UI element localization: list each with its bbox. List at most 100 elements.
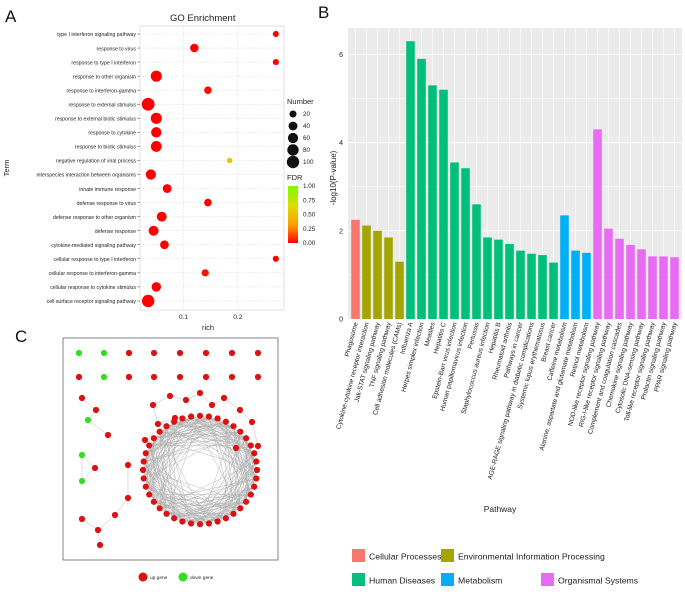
- go-term-label-response-to-external-stimulus: response to external stimulus: [69, 102, 137, 108]
- network-node-ring-12: [251, 483, 258, 490]
- network-node-mid-4: [208, 401, 216, 409]
- kegg-legend-label-environmental-information-processing: Environmental Information Processing: [458, 552, 605, 562]
- number-legend-title: Number: [287, 97, 314, 106]
- panel-label-a: A: [5, 7, 17, 26]
- network-node-mid-5: [220, 394, 228, 402]
- kegg-bar-cytokine-cytokine-receptor-interaction: [362, 225, 371, 319]
- network-edge: [143, 421, 175, 462]
- fdr-legend-label-4: 0.00: [303, 240, 316, 247]
- network-node-ring-30: [139, 466, 147, 474]
- network-frame: [62, 337, 279, 561]
- network-node-ring-34: [150, 435, 157, 442]
- network-edge: [159, 431, 175, 519]
- go-enrichment-panel: type I interferon signaling pathway respo…: [2, 13, 316, 332]
- network-edge: [159, 431, 251, 446]
- go-term-label-defense-response-to-other-organism: defense response to other organism: [53, 215, 136, 221]
- network-node-ring-26: [150, 498, 157, 505]
- network-edge: [166, 501, 247, 515]
- go-term-label-response-to-interferon-gamma: response to interferon-gamma: [67, 88, 137, 94]
- network-node-ring-5: [237, 428, 244, 435]
- go-chart-title: GO Enrichment: [170, 13, 236, 24]
- network-edge: [149, 445, 201, 525]
- kegg-bar-phagosome: [351, 219, 360, 319]
- kegg-bar-prolactin-signaling-pathway: [659, 256, 668, 319]
- go-point-cell-surface-receptor-signaling-pathway: [141, 294, 155, 308]
- network-node-ring-16: [230, 510, 237, 517]
- network-node-top-1: [100, 349, 108, 357]
- kegg-bar-cell-adhesion-molecules-cams: [395, 261, 404, 319]
- network-edge: [153, 438, 167, 514]
- fdr-legend-label-0: 1.00: [303, 183, 316, 190]
- network-node-ring-1: [205, 413, 213, 420]
- go-point-cellular-response-to-cytokine-stimulus: [151, 282, 162, 292]
- go-term-label-defense-response-to-virus: defense response to virus: [77, 201, 137, 207]
- network-node-small-11: [124, 494, 132, 502]
- network-edge: [251, 421, 259, 447]
- number-legend-label-40: 40: [303, 123, 311, 130]
- go-point-cellular-response-to-type-i-interferon: [272, 255, 279, 262]
- network-edge: [159, 421, 175, 509]
- kegg-legend-label-metabolism: Metabolism: [458, 576, 502, 586]
- network-edge: [182, 469, 258, 522]
- network-edge: [143, 416, 192, 462]
- number-legend-dot-40: [288, 121, 298, 131]
- fdr-colorbar: [288, 186, 298, 243]
- go-point-response-to-type-i-interferon: [272, 59, 279, 66]
- network-node-small-8: [94, 526, 102, 534]
- fdr-legend-label-1: 0.75: [303, 197, 316, 204]
- go-plot-frame: [139, 25, 285, 311]
- network-edge: [250, 469, 258, 495]
- network-edge: [143, 478, 192, 524]
- kegg-bar-pertussis: [472, 204, 481, 319]
- network-node-ring-25: [156, 505, 163, 512]
- network-edge: [174, 494, 251, 519]
- network-edge: [142, 445, 150, 471]
- panel-label-c: C: [15, 327, 27, 346]
- network-edge: [174, 501, 247, 519]
- kegg-bar-systemic-lupus-erythematosus: [538, 255, 547, 319]
- network-node-row2-3: [150, 373, 158, 381]
- go-point-defense-response-to-virus: [204, 198, 212, 207]
- network-edge: [208, 461, 257, 524]
- network-node-top-4: [176, 349, 184, 357]
- network-node-ring-38: [179, 415, 186, 422]
- kegg-bar-retinol-metabolism: [582, 252, 591, 319]
- number-legend-dot-60: [287, 132, 299, 144]
- network-edge: [182, 418, 257, 479]
- go-term-label-response-to-virus: response to virus: [96, 46, 136, 52]
- network-edge: [97, 514, 116, 531]
- go-term-label-response-to-biotic-stimulus: response to biotic stimulus: [75, 145, 137, 151]
- network-node-top-2: [125, 349, 133, 357]
- network-edge: [145, 486, 210, 524]
- go-term-label-response-to-other-organism: response to other organism: [73, 74, 136, 80]
- network-node-ring-27: [146, 491, 153, 498]
- go-term-label-cellular-response-to-type-i-interferon: cellular response to type I interferon: [54, 257, 137, 263]
- network-edge: [142, 469, 218, 522]
- go-term-label-response-to-type-i-interferon: response to type I interferon: [71, 60, 136, 66]
- network-node-small-7: [78, 515, 86, 523]
- network-edge: [145, 486, 218, 522]
- network-edge: [182, 418, 258, 471]
- kegg-ytick-label-0: 0: [339, 317, 343, 324]
- network-edge: [245, 438, 255, 487]
- go-point-defense-response: [148, 225, 159, 236]
- kegg-legend-swatch-cellular-processes: [352, 549, 365, 562]
- network-edge: [208, 416, 251, 446]
- network-node-top-5: [202, 349, 210, 357]
- network-node-row2-6: [228, 373, 236, 381]
- go-point-response-to-virus: [190, 43, 199, 53]
- network-edge: [159, 418, 183, 432]
- network-node-mid-0: [149, 401, 157, 409]
- network-node-ring-39: [187, 413, 195, 420]
- kegg-bar-pathways-in-cancer: [516, 250, 525, 319]
- network-node-small-0: [78, 394, 86, 402]
- go-point-cytokine-mediated-signaling-pathway: [160, 240, 169, 250]
- go-term-label-cell-surface-receptor-signaling-pathway: cell surface receptor signaling pathway: [47, 299, 137, 305]
- network-node-small-4: [78, 451, 86, 459]
- network-edge: [166, 418, 218, 427]
- network-edge: [190, 416, 258, 471]
- network-edge: [149, 418, 183, 495]
- network-node-ring-23: [171, 515, 178, 522]
- kegg-bar-epstein-barr-virus-infection: [450, 162, 459, 319]
